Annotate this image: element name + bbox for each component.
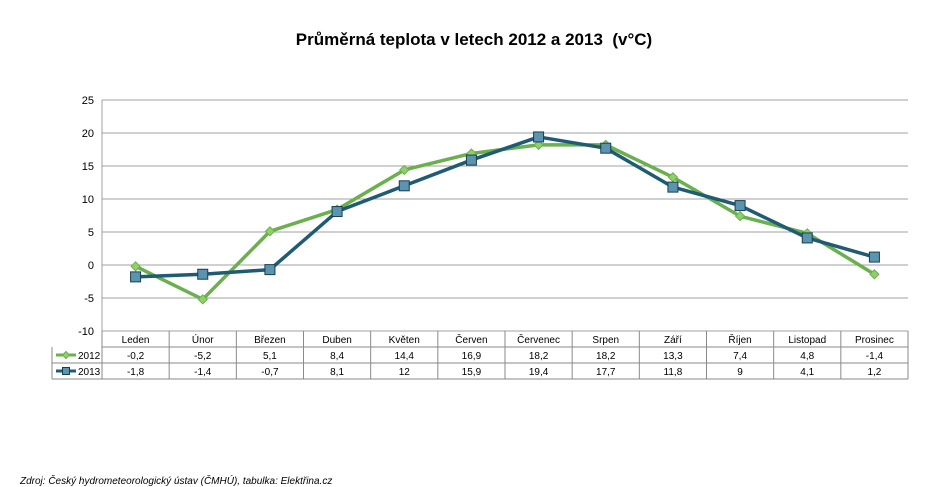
table-value-2012: 16,9 (462, 351, 482, 362)
table-value-2013: 9 (737, 367, 743, 378)
table-value-2013: -1,8 (127, 367, 145, 378)
series-layer (130, 131, 880, 305)
category-label: Únor (192, 333, 214, 346)
legend-marker-2012 (61, 350, 71, 360)
data-point-2013 (331, 206, 343, 218)
series-line-2013 (135, 135, 875, 279)
data-point-2012 (734, 210, 746, 222)
table-value-2013: -0,7 (261, 367, 279, 378)
data-point-2013 (533, 131, 545, 143)
category-label: Září (664, 335, 682, 346)
table-value-2012: 7,4 (733, 351, 747, 362)
table-value-2012: 8,4 (330, 351, 344, 362)
data-point-2012 (197, 294, 208, 305)
category-label: Červenec (517, 333, 560, 346)
table-value-2013: -1,4 (194, 367, 212, 378)
legend-label-2013: 2013 (78, 367, 101, 378)
legend-label-2012: 2012 (78, 351, 101, 362)
category-label: Březen (254, 335, 286, 346)
data-point-2013 (197, 268, 209, 280)
series-line-2012 (134, 143, 876, 302)
data-point-2013 (600, 142, 612, 154)
data-point-2013 (398, 180, 410, 192)
y-tick-label: -5 (84, 293, 94, 305)
category-label: Květen (389, 335, 420, 346)
y-tick-label: 15 (82, 161, 94, 173)
data-point-2012 (869, 269, 880, 280)
data-point-2012 (130, 261, 141, 272)
legend-marker-2013 (62, 367, 70, 375)
y-tick-label: 25 (82, 95, 94, 107)
y-tick-label: 20 (82, 128, 94, 140)
category-label: Duben (322, 335, 351, 346)
y-tick-label: 10 (82, 194, 94, 206)
table-value-2012: 5,1 (263, 351, 277, 362)
data-point-2012 (533, 139, 544, 151)
table-value-2013: 11,8 (664, 367, 683, 378)
source-note: Zdroj: Český hydrometeorologický ústav (… (20, 476, 333, 487)
data-point-2013 (667, 181, 679, 193)
chart-title: Průměrná teplota v letech 2012 a 2013 (v… (295, 30, 653, 49)
table-value-2013: 19,4 (529, 367, 549, 378)
data-point-2013 (868, 251, 880, 263)
data-table: Leden Únor Březen Duben Květen Červen Červenec… (51, 331, 909, 380)
data-point-2013 (734, 200, 746, 212)
table-value-2012: -5,2 (194, 351, 212, 362)
gridlines (101, 99, 908, 332)
data-point-2013 (465, 154, 477, 166)
category-label: Červen (455, 333, 487, 346)
category-label: Leden (122, 335, 150, 346)
table-value-2012: 13,3 (663, 351, 683, 362)
y-tick-label: 0 (88, 260, 94, 272)
category-label: Listopad (788, 335, 826, 346)
data-point-2012 (264, 226, 276, 237)
table-value-2012: -1,4 (866, 351, 884, 362)
category-label: Srpen (592, 335, 619, 346)
category-label: Říjen (728, 333, 751, 346)
y-axis-ticks: 25 20 15 10 5 0 -5 -10 (78, 95, 94, 338)
table-value-2013: 15,9 (462, 367, 482, 378)
data-point-2013 (264, 264, 276, 276)
data-point-2013 (801, 232, 813, 244)
table-value-2013: 1,2 (867, 367, 881, 378)
data-point-2013 (130, 271, 142, 283)
category-label: Prosinec (855, 335, 894, 346)
table-value-2012: 18,2 (529, 351, 549, 362)
table-value-2012: 4,8 (800, 351, 814, 362)
data-point-2012 (399, 164, 410, 176)
y-tick-label: -10 (78, 326, 94, 338)
table-value-2012: -0,2 (127, 351, 145, 362)
table-value-2012: 18,2 (596, 351, 616, 362)
table-value-2013: 4,1 (800, 367, 814, 378)
y-tick-label: 5 (88, 227, 94, 239)
table-value-2013: 17,7 (596, 367, 616, 378)
table-value-2013: 8,1 (330, 367, 344, 378)
table-value-2013: 12 (399, 367, 411, 378)
table-value-2012: 14,4 (395, 351, 415, 362)
